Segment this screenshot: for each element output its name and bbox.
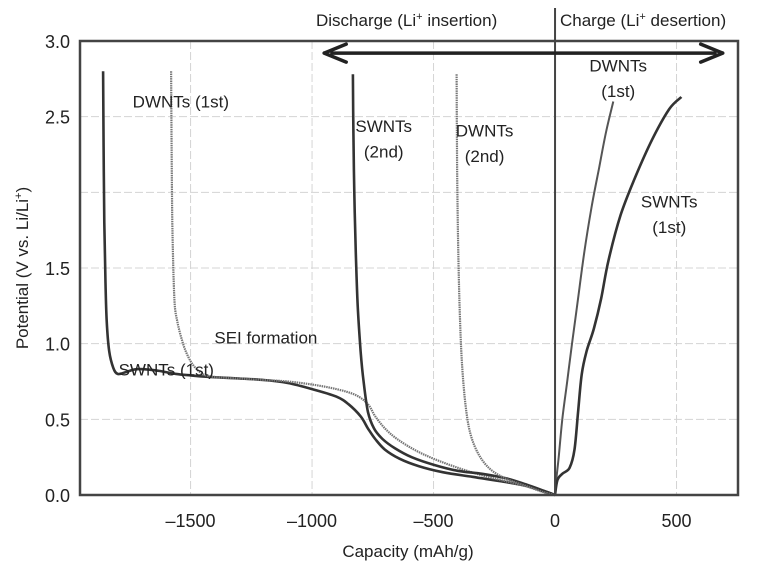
- plot-frame: [78, 39, 740, 497]
- series-line-dwnts-2nd-discharge: [455, 74, 556, 497]
- arrow-head-right: [698, 42, 725, 64]
- y-tick-label: 1.0: [45, 335, 70, 355]
- x-tick-label: –500: [414, 511, 454, 531]
- annotation-label: SWNTs: [355, 117, 412, 136]
- header-charge: Charge (Li+ desertion): [560, 11, 726, 30]
- y-ticks: 0.0 0.5 1.0 1.5 2.5 3.0: [45, 32, 70, 506]
- annotation-label: DWNTs: [456, 121, 514, 140]
- annotation-label: DWNTs: [589, 56, 647, 75]
- series-line-dwnts-1st-charge: [554, 101, 615, 496]
- arrow-head-left: [322, 42, 348, 64]
- x-ticks: –1500 –1000 –500 0 500: [166, 511, 692, 531]
- y-tick-label: 2.5: [45, 108, 70, 128]
- series-line-swnts-2nd-discharge: [351, 74, 556, 497]
- y-axis-title: Potential (V vs. Li/Li+): [13, 187, 32, 349]
- direction-arrow: [322, 42, 725, 64]
- y-tick-label: 3.0: [45, 32, 70, 52]
- x-axis-title: Capacity (mAh/g): [342, 542, 473, 561]
- series-line-swnts-1st-charge: [553, 96, 683, 496]
- x-tick-label: –1000: [287, 511, 337, 531]
- y-tick-label: 0.0: [45, 486, 70, 506]
- annotation-label: (2nd): [364, 143, 404, 162]
- annotation-label: (2nd): [465, 147, 505, 166]
- annotation-label: SWNTs (1st): [119, 360, 214, 379]
- annotation-label: SWNTs: [641, 192, 698, 211]
- y-tick-label: 1.5: [45, 259, 70, 279]
- annotation-label: DWNTs (1st): [133, 93, 229, 112]
- series-group: [101, 71, 683, 497]
- x-tick-label: 500: [662, 511, 692, 531]
- annotation-label: (1st): [652, 218, 686, 237]
- y-tick-label: 0.5: [45, 410, 70, 430]
- annotation-label: SEI formation: [214, 329, 317, 348]
- x-tick-label: –1500: [166, 511, 216, 531]
- annotations: DWNTs (1st) SWNTs (2nd) DWNTs (2nd) DWNTs (1st…: [119, 56, 698, 379]
- annotation-label: (1st): [601, 82, 635, 101]
- x-tick-label: 0: [550, 511, 560, 531]
- header-discharge: Discharge (Li+ insertion): [316, 11, 497, 30]
